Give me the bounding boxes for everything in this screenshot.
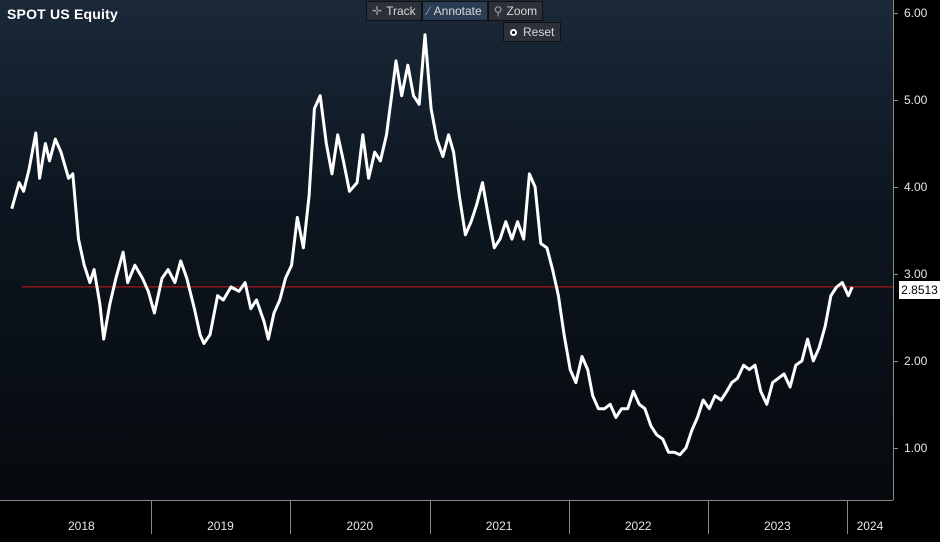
y-tick-mark xyxy=(893,100,898,101)
x-tick-label: 2023 xyxy=(763,519,791,533)
x-tick-label: 2018 xyxy=(68,519,95,533)
pencil-icon: ⁄ xyxy=(427,4,430,18)
annotate-label: Annotate xyxy=(433,4,482,18)
x-tick-label: 2022 xyxy=(624,519,652,533)
reset-icon xyxy=(510,28,517,36)
reset-label: Reset xyxy=(523,25,555,39)
chart-title: SPOT US Equity xyxy=(7,6,118,22)
zoom-button[interactable]: ⚲ Zoom xyxy=(487,1,544,21)
x-tick-label: 2021 xyxy=(485,519,513,533)
y-tick-label: 3.00 xyxy=(904,266,928,281)
x-tick-mark xyxy=(150,500,152,534)
plot-area xyxy=(0,0,893,500)
track-button[interactable]: ✛ Track xyxy=(366,1,422,21)
annotate-button[interactable]: ⁄ Annotate xyxy=(421,1,488,21)
y-tick-label: 4.00 xyxy=(904,179,928,194)
crosshair-icon: ✛ xyxy=(372,4,383,18)
x-tick-mark xyxy=(707,500,709,534)
track-label: Track xyxy=(386,4,416,18)
x-tick-mark xyxy=(429,500,431,534)
y-tick-mark xyxy=(893,360,898,362)
y-tick-label: 2.00 xyxy=(904,353,928,368)
x-tick-mark xyxy=(568,500,570,534)
x-axis-line xyxy=(0,500,893,501)
x-tick-label: 2020 xyxy=(346,519,374,533)
y-axis-line xyxy=(893,0,894,500)
chart-toolbar: ✛ Track ⁄ Annotate ⚲ Zoom xyxy=(366,1,544,21)
x-tick-label: 2019 xyxy=(207,519,234,533)
y-tick-mark xyxy=(893,186,898,188)
x-tick-label: 2024 xyxy=(856,519,884,533)
y-tick-mark xyxy=(893,447,898,449)
y-tick-label: 6.00 xyxy=(904,6,928,21)
zoom-label: Zoom xyxy=(506,4,538,18)
x-tick-mark xyxy=(290,500,292,534)
last-price-badge: 2.8513 xyxy=(899,281,940,299)
x-tick-mark xyxy=(846,500,848,534)
magnifier-icon: ⚲ xyxy=(493,4,503,18)
y-tick-label: 1.00 xyxy=(904,440,928,455)
reset-button[interactable]: Reset xyxy=(503,22,562,42)
y-tick-mark xyxy=(893,13,898,15)
price-series-line xyxy=(10,33,854,457)
y-tick-mark xyxy=(893,273,898,275)
y-tick-label: 5.00 xyxy=(904,93,928,107)
